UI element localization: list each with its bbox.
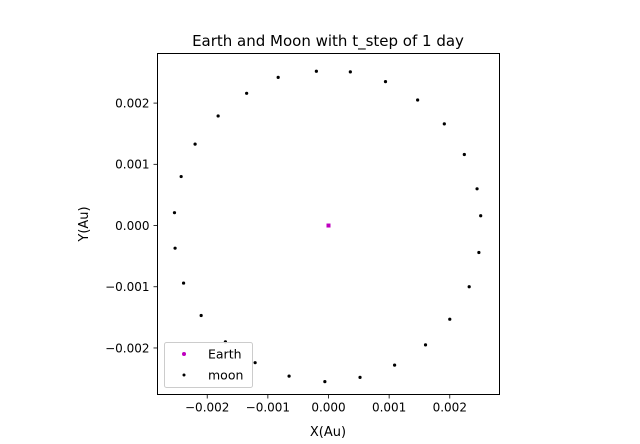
x-axis-ticks: −0.002 −0.001 0.000 0.001 0.002 [185,394,467,415]
moon-point [383,80,388,84]
legend-marker-moon [182,373,186,377]
y-tick-label: −0.001 [105,280,149,294]
moon-point [392,363,397,367]
x-axis-label: X(Au) [310,425,346,440]
moon-point [442,122,446,126]
legend-marker-earth [182,352,186,356]
moon-point [179,174,183,179]
legend-label-moon: moon [208,368,243,383]
moon-point [477,250,481,255]
moon-point [416,98,420,102]
moon-point [358,375,362,379]
legend-box [164,342,253,388]
x-tick-label: −0.001 [246,401,290,415]
moon-point [172,211,177,215]
moon-point [479,214,483,218]
moon-point [173,246,177,250]
moon-point [287,374,291,378]
moon-point [193,142,197,146]
moon-point [348,70,352,74]
moon-point [448,317,452,321]
y-tick-label: 0.001 [115,158,149,172]
moon-point [276,75,280,79]
moon-point [467,285,471,289]
moon-point [462,152,466,157]
chart-title: Earth and Moon with t_step of 1 day [192,32,464,51]
x-tick-label: 0.002 [433,401,467,415]
y-tick-label: 0.002 [115,96,149,110]
x-tick-label: −0.002 [185,401,229,415]
y-axis-label: Y(Au) [77,206,92,242]
moon-point [323,380,327,384]
moon-point [181,281,186,285]
y-tick-label: −0.002 [105,341,149,355]
moon-point [423,343,428,347]
x-tick-label: 0.001 [372,401,406,415]
data-marks [172,69,483,384]
y-axis-ticks: −0.002 −0.001 0.000 0.001 0.002 [105,96,158,355]
moon-point [216,114,220,118]
y-tick-label: 0.000 [115,219,149,233]
legend-label-earth: Earth [208,347,242,362]
legend: Earth moon [164,342,253,388]
moon-point [245,91,249,95]
moon-point [199,313,203,318]
moon-point [314,69,318,73]
x-tick-label: 0.000 [311,401,345,415]
moon-point [253,361,257,365]
moon-point [475,187,479,191]
earth-point [326,223,331,228]
